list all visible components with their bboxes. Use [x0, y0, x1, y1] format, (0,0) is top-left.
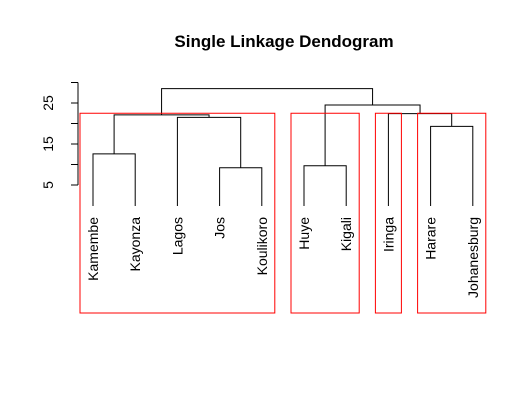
- cluster-box-4: [417, 112, 487, 314]
- merge-link-1: [219, 167, 263, 206]
- merge-link-5: [176, 116, 242, 206]
- leaf-label-kayonza: Kayonza: [127, 217, 143, 272]
- y-tick-label-15: 15: [40, 136, 56, 152]
- cluster-box-2: [290, 112, 360, 314]
- leaf-label-kigali: Kigali: [338, 217, 354, 251]
- leaf-label-iringa: Iringa: [380, 217, 396, 252]
- merge-link-3: [92, 153, 136, 206]
- leaf-label-koulikoro: Koulikoro: [254, 217, 270, 276]
- merge-link-7: [387, 113, 453, 206]
- y-axis: 5 15 25: [40, 82, 79, 189]
- y-tick-label-25: 25: [40, 95, 56, 111]
- cluster-box-3: [374, 112, 402, 314]
- merge-link-4: [430, 125, 474, 206]
- cluster-boxes: [79, 112, 487, 314]
- dendrogram-tree: [92, 88, 474, 206]
- leaf-label-johanesburg: Johanesburg: [465, 217, 481, 298]
- leaf-label-jos: Jos: [212, 217, 228, 239]
- y-tick-label-5: 5: [40, 181, 56, 189]
- leaf-label-harare: Harare: [423, 217, 439, 260]
- merge-link-9: [161, 88, 374, 115]
- leaf-label-huye: Huye: [296, 217, 312, 250]
- cluster-box-1: [79, 112, 276, 314]
- merge-link-6: [113, 114, 210, 154]
- leaf-label-lagos: Lagos: [169, 217, 185, 255]
- leaf-labels: Kamembe Kayonza Lagos Jos Koulikoro Huye Kigal…: [85, 217, 481, 298]
- leaf-label-kamembe: Kamembe: [85, 217, 101, 281]
- chart-title: Single Linkage Dendogram: [174, 32, 393, 51]
- merge-link-2: [303, 165, 347, 206]
